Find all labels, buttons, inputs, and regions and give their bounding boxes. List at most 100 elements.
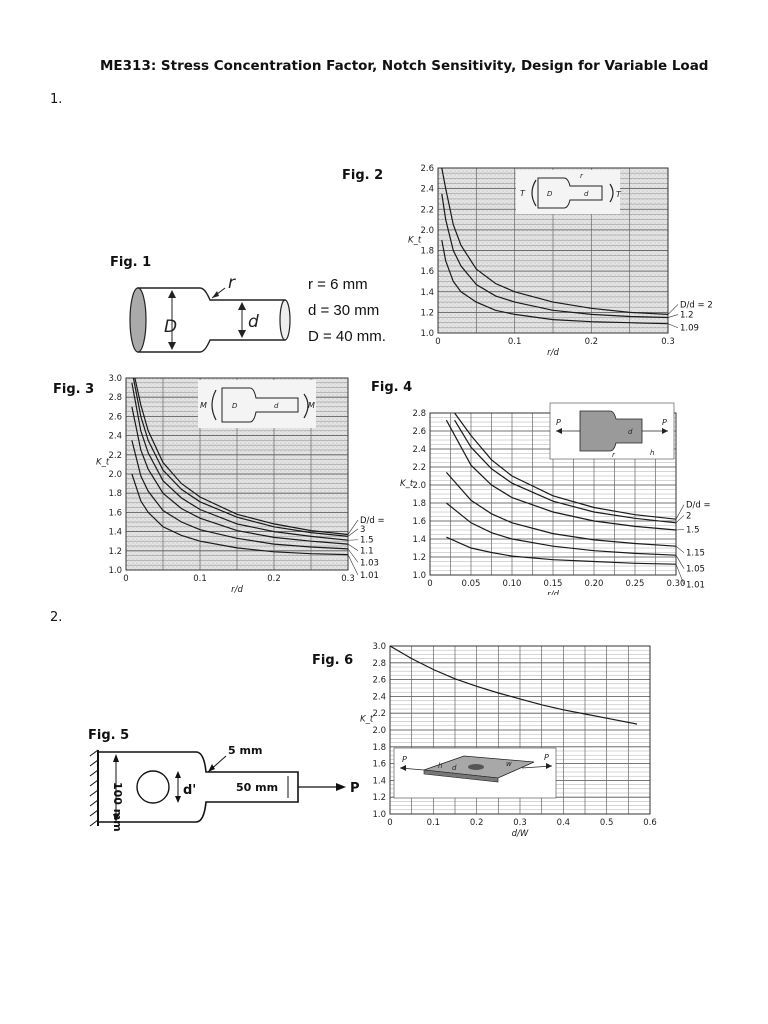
fig6-w: w (506, 760, 512, 768)
fig2-xtick-label: 0 (435, 337, 440, 347)
fig3-chart: 1.0 1.2 1.4 1.6 1.8 2.0 2.2 2.4 2.6 2.8 3.0 0 0.1 0.2… (96, 374, 388, 595)
fig2-series-label: 1.09 (680, 324, 699, 334)
fig2-xtick-label: 0.1 (508, 337, 522, 347)
fig4-xtick-label: 0.25 (626, 579, 645, 589)
fig4-stepped-bar-icon (579, 410, 643, 452)
fig4-ytick-label: 1.6 (412, 517, 426, 527)
fig2-series-line (441, 167, 669, 315)
fig4-series-label: 1.01 (686, 581, 705, 591)
fig3-ytick-label: 1.2 (108, 547, 122, 557)
fig4-series-line (446, 536, 677, 565)
fig3-series-line (131, 406, 349, 545)
fig6-ytick-label: 1.0 (372, 810, 386, 820)
fig1-d-label: d (248, 312, 259, 332)
fig3-ytick-label: 2.2 (108, 451, 122, 461)
fig6-ytick-label: 2.0 (372, 726, 386, 736)
fig2-chart: 1.0 1.2 1.4 1.6 1.8 2.0 2.2 2.4 2.6 0 0.1 0.2 0.3 r/d… (408, 164, 713, 358)
fig2-xtick-label: 0.3 (661, 337, 675, 347)
fig4-ytick-label: 1.2 (412, 553, 426, 563)
fig4-r: r (612, 451, 616, 459)
fig1-label: Fig. 1 (110, 255, 152, 270)
fig2-xlabel: r/d (547, 348, 559, 358)
fig3-series-label: 3 (360, 525, 365, 535)
fig5-width-label: 100 mm (111, 782, 124, 832)
fig4-ytick-label: 2.0 (412, 481, 426, 491)
fig3-series-label: 1.01 (360, 571, 379, 581)
fig3-ytick-label: 2.6 (108, 412, 122, 422)
fig6-ytick-label: 3.0 (372, 642, 386, 652)
fig3-series-line (131, 382, 349, 541)
fig6-P-left: P (402, 755, 407, 764)
fig6-xtick-label: 0.2 (470, 818, 484, 828)
fig2-torque-left-icon (531, 179, 537, 207)
fig6-plot-frame (389, 645, 651, 815)
fig4-ytick-label: 1.8 (412, 499, 426, 509)
fig3-series-line (132, 377, 349, 537)
fig3-ytick-label: 1.4 (108, 528, 122, 538)
fig3-series-leader (347, 543, 359, 551)
fig2-torque-right-icon (609, 183, 614, 203)
fig6-xtick-label: 0.3 (513, 818, 527, 828)
fig3-shaft-icon (221, 387, 299, 423)
fig3-series-leader (347, 539, 359, 541)
fig4-ytick-label: 2.8 (412, 409, 426, 419)
fig3-series-line (131, 440, 349, 550)
fig6-ytick-label: 2.8 (372, 659, 386, 669)
fig6-h: h (438, 762, 442, 770)
fig3-series-label: 1.03 (360, 558, 379, 568)
fig4-ytick-label: 2.6 (412, 427, 426, 437)
fig1-param-D: D = 40 mm. (308, 328, 386, 345)
fig6-ytick-label: 2.6 (372, 676, 386, 686)
fig2-D: D (547, 190, 553, 198)
fig4-xtick-label: 0 (427, 579, 432, 589)
fig3-ytick-label: 1.6 (108, 508, 122, 518)
fig3-series-leader (347, 554, 359, 576)
fig3-series-label: D/d = 6 (360, 516, 388, 526)
fig6-d: d (452, 764, 457, 772)
fig5-narrow-label: 50 mm (236, 781, 278, 794)
fig2-ytick-label: 1.4 (420, 288, 434, 298)
fig4-d: d (628, 428, 633, 436)
question-1-number: 1. (50, 92, 63, 107)
fig4-xtick-label: 0.05 (462, 579, 481, 589)
fig3-series-line (131, 473, 349, 556)
fig4-h: h (650, 449, 654, 457)
fig4-series-leader (675, 545, 685, 553)
fig4-chart: 1.0 1.2 1.4 1.6 1.8 2.0 2.2 2.4 2.6 2.8 0 0.05 0.10 0… (400, 402, 710, 595)
fig4-xtick-label: 0.30 (667, 579, 686, 589)
fig3-ytick-label: 1.0 (108, 566, 122, 576)
fig4-series-line (445, 472, 677, 547)
fig1-r-label: r (228, 273, 236, 293)
fig2-ylabel: K_t (408, 235, 422, 245)
fig3-ytick-label: 2.8 (108, 393, 122, 403)
fig4-series-leader (675, 555, 685, 569)
fig4-series-line (446, 502, 677, 556)
fig2-series-leader (667, 314, 679, 318)
fig6-ytick-label: 2.2 (372, 709, 386, 719)
fig4-series-leader (675, 504, 685, 520)
fig2-T-right: T (616, 190, 622, 199)
fig3-xlabel: r/d (231, 585, 243, 595)
fig2-ytick-label: 2.0 (420, 226, 434, 236)
fig4-series-label: 1.5 (686, 526, 700, 536)
fig3-xtick-label: 0 (123, 574, 128, 584)
fig3-xtick-label: 0.2 (267, 574, 281, 584)
fig3-M-right: M (308, 401, 315, 410)
fig2-ytick-label: 1.2 (420, 308, 434, 318)
fig3-M-left: M (200, 401, 207, 410)
fig3-ytick-label: 1.8 (108, 489, 122, 499)
fig2-ytick-label: 1.6 (420, 267, 434, 277)
fig6-ytick-label: 1.4 (372, 776, 386, 786)
fig6-ylabel: K_t (360, 715, 374, 725)
fig6-P-right: P (544, 753, 549, 762)
fig6-ytick-label: 1.8 (372, 743, 386, 753)
fig4-series-label: D/d = 3 (686, 501, 710, 511)
fig4-P-left: P (556, 418, 561, 427)
fig5-load-label: P (350, 781, 360, 796)
fig4-plate-inset: P Pd h r (549, 402, 675, 460)
fig3-moment-right-icon (303, 393, 309, 419)
fig2-r: r (580, 172, 584, 180)
fig4-series-leader (675, 529, 685, 531)
fig4-xtick-label: 0.15 (544, 579, 563, 589)
fig6-series-line (389, 645, 638, 725)
